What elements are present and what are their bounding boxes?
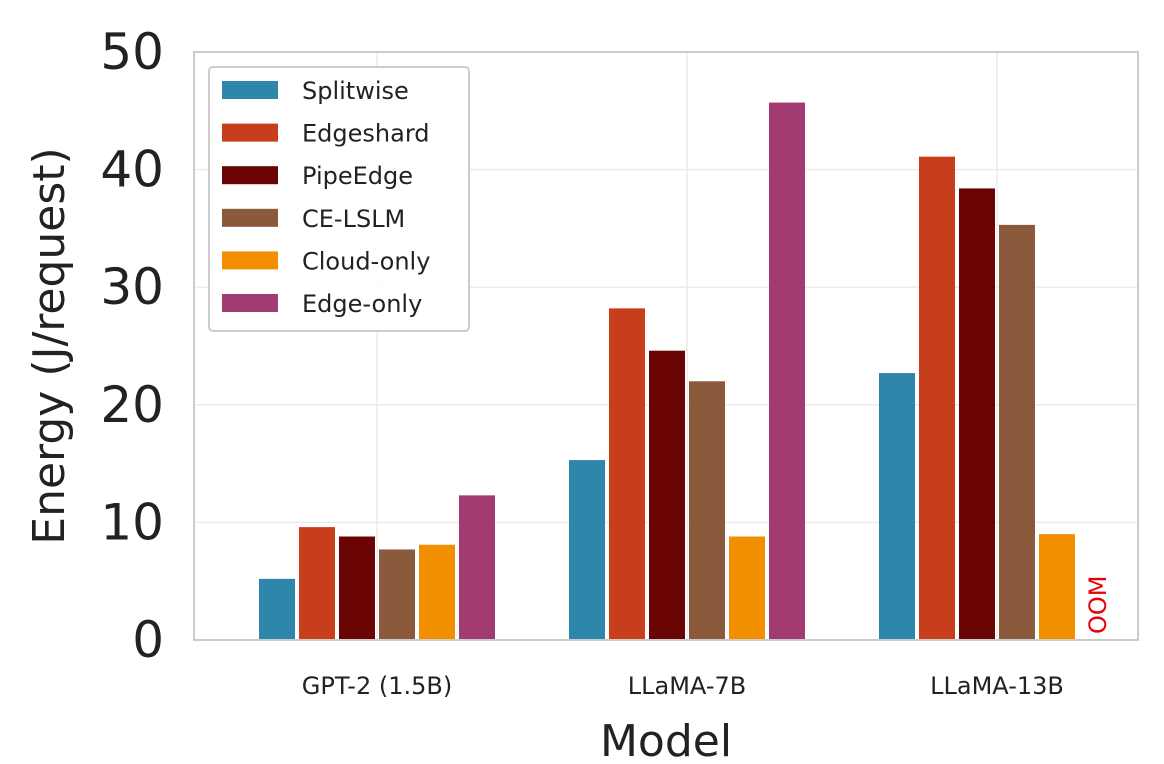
x-tick-labels: GPT-2 (1.5B) LLaMA-7B LLaMA-13B <box>302 672 1064 700</box>
bar-edgeshard <box>609 308 645 640</box>
bar-pipeedge <box>959 188 995 640</box>
bar-cloud-only <box>729 536 765 640</box>
plot-frame <box>193 51 1139 641</box>
legend-label: Splitwise <box>302 77 409 105</box>
bar-edge-only <box>459 495 495 640</box>
y-tick-label: 40 <box>100 141 164 199</box>
bar-cloud-only <box>1039 534 1075 640</box>
y-tick-label: 20 <box>100 376 164 434</box>
y-tick-label: 30 <box>100 258 164 316</box>
legend: Splitwise Edgeshard PipeEdge CE-LSLM Cloud-o… <box>208 66 470 332</box>
legend-label: PipeEdge <box>302 162 413 190</box>
y-tick-label: 10 <box>100 493 164 551</box>
oom-annotation: OOM <box>1084 576 1112 635</box>
bar-edgeshard <box>919 156 955 640</box>
bar-edge-only <box>769 102 805 641</box>
legend-swatch <box>222 123 278 142</box>
x-tick-label: GPT-2 (1.5B) <box>302 672 452 700</box>
legend-swatch <box>222 166 278 185</box>
annotations: OOM <box>1084 576 1112 635</box>
bar-splitwise <box>569 460 605 640</box>
y-tick-labels: 0 10 20 30 40 50 <box>100 23 164 669</box>
bar-cloud-only <box>419 544 455 640</box>
bar-pipeedge <box>649 350 685 640</box>
y-axis-label: Energy (J/request) <box>24 147 75 544</box>
bar-ce-lslm <box>689 381 725 640</box>
bar-splitwise <box>259 578 295 640</box>
bar-ce-lslm <box>999 224 1035 640</box>
x-tick-label: LLaMA-7B <box>628 672 746 700</box>
x-tick-label: LLaMA-13B <box>930 672 1064 700</box>
bar-edgeshard <box>299 527 335 640</box>
legend-swatch <box>222 81 278 99</box>
y-tick-label: 0 <box>132 611 164 669</box>
legend-label: Edgeshard <box>302 120 430 148</box>
legend-label: Edge-only <box>302 290 422 318</box>
legend-swatch <box>222 208 278 227</box>
bar-pipeedge <box>339 536 375 640</box>
bar-ce-lslm <box>379 549 415 640</box>
legend-label: Cloud-only <box>302 247 430 275</box>
bar-splitwise <box>879 373 915 640</box>
legend-swatch <box>222 251 278 270</box>
bars <box>259 102 1075 641</box>
legend-swatch <box>222 294 278 312</box>
legend-label: CE-LSLM <box>302 205 405 233</box>
y-tick-label: 50 <box>100 23 164 81</box>
x-axis-label: Model <box>600 716 732 764</box>
